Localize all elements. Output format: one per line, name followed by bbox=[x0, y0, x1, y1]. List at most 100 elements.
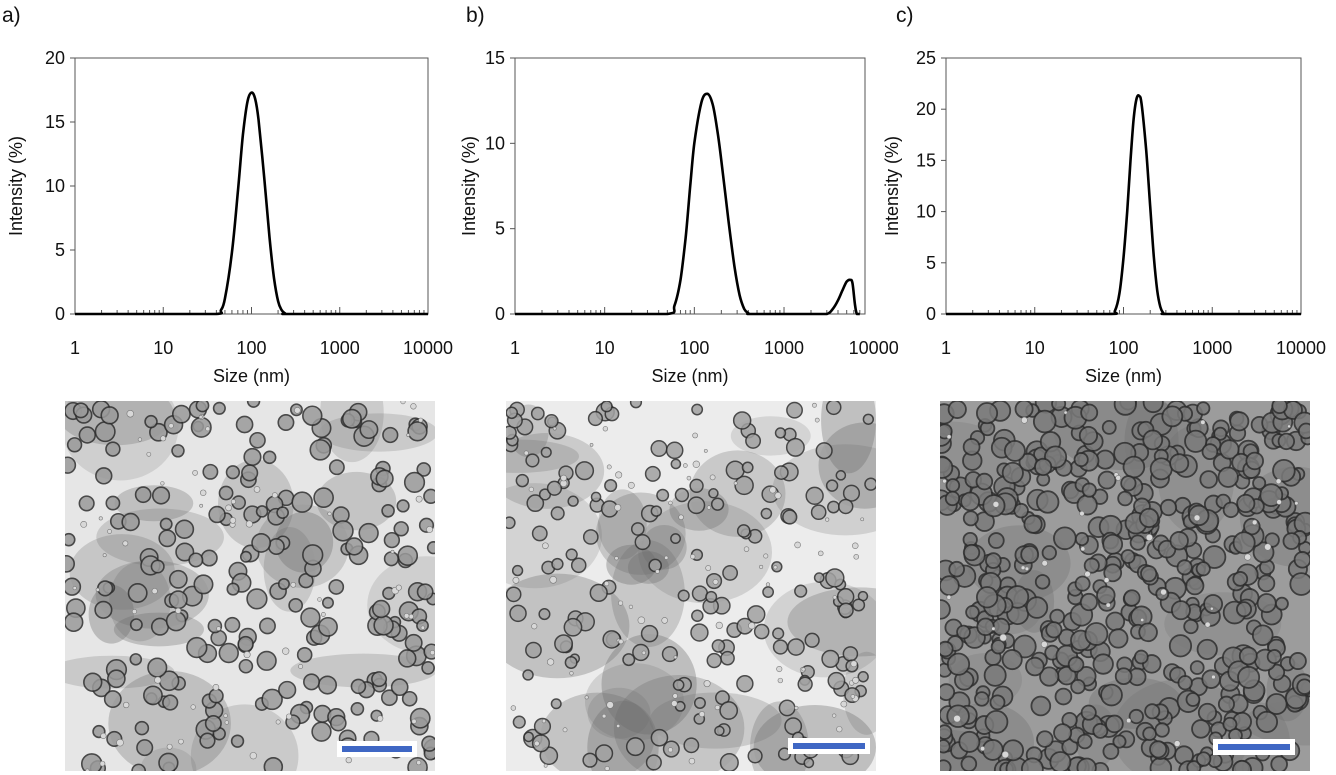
small-particle bbox=[562, 727, 568, 733]
nanoparticle bbox=[226, 582, 240, 596]
x-tick-label: 100 bbox=[236, 338, 266, 358]
nanoparticle bbox=[533, 717, 552, 735]
nanoparticle bbox=[940, 640, 954, 658]
small-particle bbox=[1244, 553, 1252, 561]
nanoparticle bbox=[1092, 722, 1109, 739]
nanoparticle bbox=[83, 672, 103, 692]
nanoparticle bbox=[990, 639, 1006, 655]
nanoparticle bbox=[158, 529, 177, 548]
nanoparticle bbox=[1202, 545, 1227, 569]
small-particle bbox=[627, 481, 635, 489]
small-particle bbox=[698, 711, 706, 718]
x-tick-label: 1000 bbox=[1192, 338, 1232, 358]
nanoparticle bbox=[563, 617, 583, 637]
nanoparticle bbox=[544, 414, 559, 429]
small-particle bbox=[253, 486, 261, 493]
nanoparticle bbox=[827, 500, 840, 514]
small-particle bbox=[637, 616, 646, 624]
small-particle bbox=[1294, 501, 1299, 506]
small-particle bbox=[1275, 478, 1282, 485]
small-particle bbox=[1020, 565, 1026, 571]
nanoparticle bbox=[1076, 757, 1097, 771]
nanoparticle bbox=[958, 730, 981, 753]
small-particle bbox=[853, 554, 859, 560]
nanoparticle bbox=[212, 401, 226, 415]
nanoparticle bbox=[311, 721, 332, 742]
nanoparticle bbox=[1203, 594, 1224, 614]
nanoparticle bbox=[404, 633, 423, 652]
nanoparticle bbox=[200, 549, 218, 567]
panel-label-b: b) bbox=[466, 4, 485, 27]
nanoparticle bbox=[772, 639, 789, 655]
small-particle bbox=[678, 514, 684, 520]
scale-bar bbox=[1218, 744, 1290, 750]
scale-bar bbox=[793, 743, 865, 749]
y-tick-label: 0 bbox=[926, 304, 936, 324]
nanoparticle bbox=[587, 410, 604, 427]
nanoparticle bbox=[786, 401, 803, 419]
micrograph-canvas bbox=[65, 401, 435, 771]
small-particle bbox=[298, 664, 304, 669]
nanoparticle bbox=[1144, 703, 1161, 720]
small-particle bbox=[175, 607, 182, 614]
nanoparticle bbox=[706, 652, 722, 669]
y-tick-label: 5 bbox=[926, 253, 936, 273]
small-particle bbox=[661, 617, 668, 624]
nanoparticle bbox=[691, 585, 709, 602]
nanoparticle bbox=[401, 690, 418, 707]
nanoparticle bbox=[836, 588, 855, 606]
nanoparticle bbox=[288, 598, 304, 613]
nanoparticle bbox=[188, 552, 204, 568]
x-tick-label: 10000 bbox=[403, 338, 453, 358]
small-particle bbox=[534, 740, 540, 747]
nanoparticle bbox=[622, 653, 636, 667]
nanoparticle bbox=[650, 505, 663, 517]
y-tick-label: 0 bbox=[495, 304, 505, 324]
nanoparticle bbox=[1196, 401, 1211, 416]
nanoparticle bbox=[1245, 451, 1264, 471]
panel-label-a: a) bbox=[2, 4, 21, 27]
nanoparticle bbox=[600, 401, 613, 413]
nanoparticle bbox=[65, 532, 76, 547]
nanoparticle bbox=[1184, 429, 1208, 453]
nanoparticle bbox=[629, 401, 643, 409]
small-particle bbox=[245, 520, 253, 528]
nanoparticle bbox=[1265, 693, 1288, 715]
nanoparticle bbox=[945, 478, 961, 493]
nanoparticle bbox=[313, 487, 334, 508]
nanoparticle bbox=[350, 702, 365, 716]
nanoparticle bbox=[753, 623, 770, 640]
nanoparticle bbox=[134, 720, 150, 736]
nanoparticle bbox=[785, 437, 805, 457]
small-particle bbox=[72, 585, 77, 591]
small-particle bbox=[1080, 546, 1086, 552]
nanoparticle bbox=[144, 414, 158, 429]
nanoparticle bbox=[546, 480, 563, 496]
small-particle bbox=[1024, 566, 1030, 571]
x-axis-label: Size (nm) bbox=[1085, 366, 1162, 386]
nanoparticle bbox=[983, 663, 1007, 687]
small-particle bbox=[1287, 424, 1291, 429]
small-particle bbox=[668, 500, 673, 506]
small-particle bbox=[1140, 617, 1145, 622]
small-particle bbox=[549, 576, 557, 584]
nanoparticle bbox=[947, 401, 967, 419]
nanoparticle bbox=[1219, 439, 1240, 460]
nanoparticle bbox=[341, 408, 362, 429]
nanoparticle bbox=[1032, 409, 1057, 434]
nanoparticle bbox=[948, 560, 965, 578]
nanoparticle bbox=[134, 486, 152, 504]
nanoparticle bbox=[218, 485, 234, 501]
nanoparticle bbox=[1117, 490, 1133, 507]
small-particle bbox=[198, 415, 203, 419]
nanoparticle bbox=[1113, 401, 1137, 416]
small-particle bbox=[602, 426, 609, 432]
small-particle bbox=[85, 768, 90, 771]
nanoparticle bbox=[397, 545, 419, 567]
nanoparticle bbox=[736, 674, 754, 693]
nanoparticle bbox=[65, 554, 75, 573]
nanoparticle bbox=[940, 599, 951, 620]
nanoparticle bbox=[650, 439, 668, 458]
small-particle bbox=[714, 704, 721, 711]
small-particle bbox=[604, 581, 610, 587]
